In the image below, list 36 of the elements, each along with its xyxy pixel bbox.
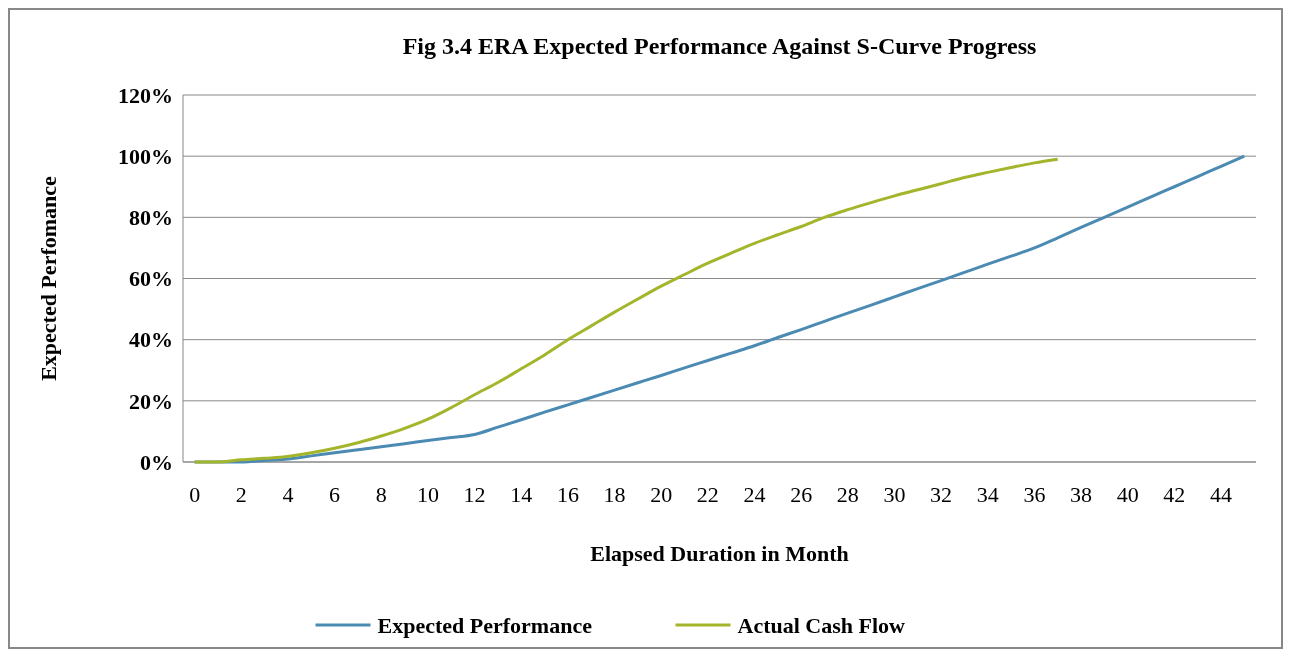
x-tick-label: 12	[463, 482, 486, 507]
legend-label: Expected Performance	[377, 612, 593, 638]
y-tick-label: 60%	[129, 266, 173, 292]
line-series	[193, 157, 1060, 464]
x-tick-label: 30	[883, 482, 906, 507]
x-tick-label: 10	[416, 482, 439, 507]
y-tick-label: 20%	[129, 388, 173, 414]
x-tick-label: 26	[790, 482, 813, 507]
x-tick-label: 6	[329, 482, 341, 507]
x-tick-label: 8	[375, 482, 387, 507]
x-tick-label: 42	[1163, 482, 1186, 507]
x-tick-label: 22	[696, 482, 719, 507]
x-axis-title: Elapsed Duration in Month	[590, 541, 849, 566]
y-tick-label: 120%	[118, 82, 173, 108]
x-tick-label: 44	[1210, 482, 1233, 507]
y-tick-label: 100%	[118, 143, 173, 169]
x-tick-label: 38	[1070, 482, 1093, 507]
x-tick-label: 32	[930, 482, 953, 507]
x-tick-label: 4	[282, 482, 294, 507]
x-tick-label: 16	[556, 482, 579, 507]
x-tick-label: 34	[976, 482, 999, 507]
x-tick-label: 28	[836, 482, 859, 507]
x-tick-label: 0	[189, 482, 201, 507]
x-tick-label: 20	[650, 482, 673, 507]
x-tick-label: 2	[235, 482, 247, 507]
chart-title: Fig 3.4 ERA Expected Performance Against S-Curve Progress	[402, 33, 1037, 59]
x-tick-label: 36	[1023, 482, 1046, 507]
x-tick-label: 14	[510, 482, 533, 507]
y-tick-label: 40%	[129, 327, 173, 353]
x-tick-label: 24	[743, 482, 766, 507]
y-tick-label: 0%	[140, 449, 173, 475]
x-tick-label: 40	[1116, 482, 1139, 507]
y-tick-label: 80%	[129, 205, 173, 231]
x-tick-label: 18	[603, 482, 626, 507]
y-axis-title: Expected Perfomance	[36, 175, 61, 381]
legend-label: Actual Cash Flow	[737, 612, 906, 638]
